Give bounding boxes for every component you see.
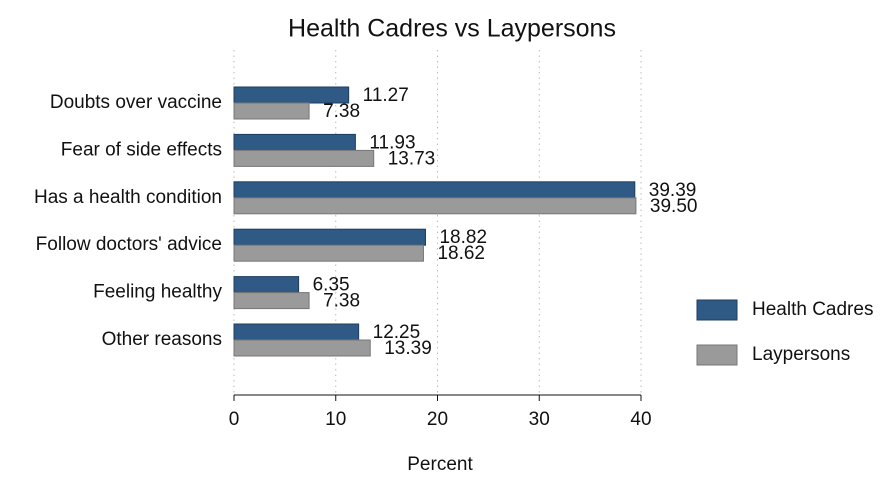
bar <box>233 149 375 167</box>
x-tick-label: 20 <box>427 409 448 430</box>
bar <box>233 276 300 294</box>
bar <box>233 102 310 120</box>
data-label: 6.35 <box>313 275 350 296</box>
bar <box>233 244 424 262</box>
y-tick-label: Doubts over vaccine <box>50 92 222 113</box>
legend-label: Health Cadres <box>752 299 873 320</box>
legend-swatch <box>696 344 738 366</box>
bar <box>233 292 310 310</box>
data-label: 12.25 <box>373 322 421 343</box>
bar <box>233 133 356 151</box>
y-tick-label: Fear of side effects <box>61 139 222 160</box>
data-label: 18.62 <box>437 243 485 264</box>
chart-title: Health Cadres vs Laypersons <box>288 15 616 43</box>
bar <box>233 197 637 215</box>
data-label: 18.82 <box>439 227 487 248</box>
x-tick-label: 0 <box>229 409 240 430</box>
legend-label: Laypersons <box>752 344 850 365</box>
y-tick-label: Other reasons <box>102 329 222 350</box>
bar <box>233 181 636 199</box>
x-tick-label: 10 <box>325 409 346 430</box>
x-tick-label: 30 <box>529 409 550 430</box>
y-tick-label: Feeling healthy <box>93 282 222 303</box>
x-axis-label: Percent <box>407 454 473 475</box>
data-label: 11.93 <box>369 132 415 153</box>
data-label: 11.27 <box>363 85 409 106</box>
bar <box>233 323 360 341</box>
bar <box>233 228 426 246</box>
data-label: 13.73 <box>388 148 436 169</box>
data-label: 39.39 <box>649 180 697 201</box>
data-label: 13.39 <box>384 338 432 359</box>
y-tick-label: Has a health condition <box>34 187 222 208</box>
y-tick-label: Follow doctors' advice <box>36 234 222 255</box>
legend-swatch <box>696 299 738 321</box>
data-label: 7.38 <box>323 101 360 122</box>
data-label: 7.38 <box>323 291 360 312</box>
x-tick-label: 40 <box>630 409 651 430</box>
bar <box>233 339 371 357</box>
data-label: 39.50 <box>650 196 698 217</box>
